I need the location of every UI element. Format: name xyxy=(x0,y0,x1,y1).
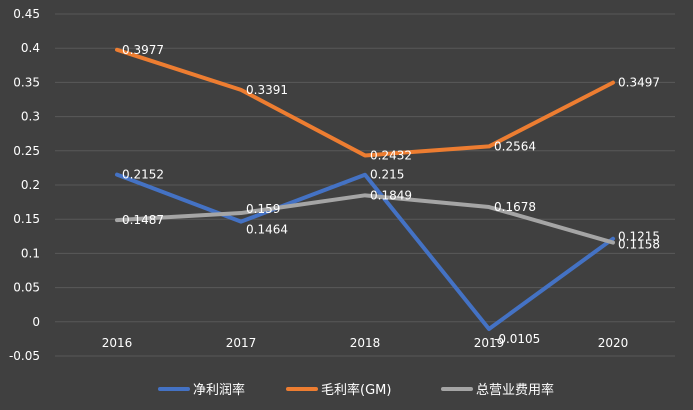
data-label: 0.2564 xyxy=(494,139,536,153)
y-tick-label: 0.1 xyxy=(21,246,40,260)
y-tick-label: 0.35 xyxy=(13,75,40,89)
data-label: 0.3391 xyxy=(246,83,288,97)
y-tick-label: 0.25 xyxy=(13,144,40,158)
data-label: -0.0105 xyxy=(494,332,540,346)
x-axis-ticks: 2016 2017 2018 2019 2020 xyxy=(102,336,629,350)
y-tick-label: -0.05 xyxy=(9,349,40,363)
y-tick-label: 0.4 xyxy=(21,41,40,55)
series-lines xyxy=(115,47,615,331)
gridlines xyxy=(55,13,675,357)
legend-label: 净利润率 xyxy=(193,382,245,398)
data-label: 0.3497 xyxy=(618,76,660,90)
data-label: 0.215 xyxy=(370,168,404,182)
data-label: 0.1158 xyxy=(618,238,660,252)
data-label: 0.3977 xyxy=(122,43,164,57)
data-label: 0.1849 xyxy=(370,188,412,202)
x-tick-label: 2019 xyxy=(474,336,505,350)
series-line xyxy=(115,172,615,331)
data-label: 0.2432 xyxy=(370,148,412,162)
y-tick-label: 0.45 xyxy=(13,7,40,21)
data-label: 0.1215 xyxy=(618,230,660,244)
legend: 净利润率 毛利率(GM) 总营业费用率 xyxy=(158,382,554,398)
legend-label: 毛利率(GM) xyxy=(321,382,391,398)
legend-label: 总营业费用率 xyxy=(476,382,554,398)
x-tick-label: 2018 xyxy=(350,336,381,350)
y-tick-label: 0.05 xyxy=(13,281,40,295)
data-labels: 0.2152 0.1464 0.215 -0.0105 0.1215 0.3977 0.33… xyxy=(122,43,660,346)
data-label: 0.1464 xyxy=(246,223,288,237)
data-label: 0.1678 xyxy=(494,200,536,214)
data-label: 0.1487 xyxy=(122,213,164,227)
data-label: 0.159 xyxy=(246,202,280,216)
data-label: 0.2152 xyxy=(122,168,164,182)
x-tick-label: 2020 xyxy=(598,336,629,350)
series-line xyxy=(115,47,615,158)
y-tick-label: 0.3 xyxy=(21,110,40,124)
y-tick-label: 0.2 xyxy=(21,178,40,192)
series-line xyxy=(115,193,615,245)
x-tick-label: 2017 xyxy=(226,336,257,350)
y-axis-ticks: -0.05 0 0.05 0.1 0.15 0.2 0.25 0.3 0.35 0.4 0.45 xyxy=(9,7,40,363)
y-tick-label: 0.15 xyxy=(13,212,40,226)
x-tick-label: 2016 xyxy=(102,336,133,350)
y-tick-label: 0 xyxy=(32,315,40,329)
